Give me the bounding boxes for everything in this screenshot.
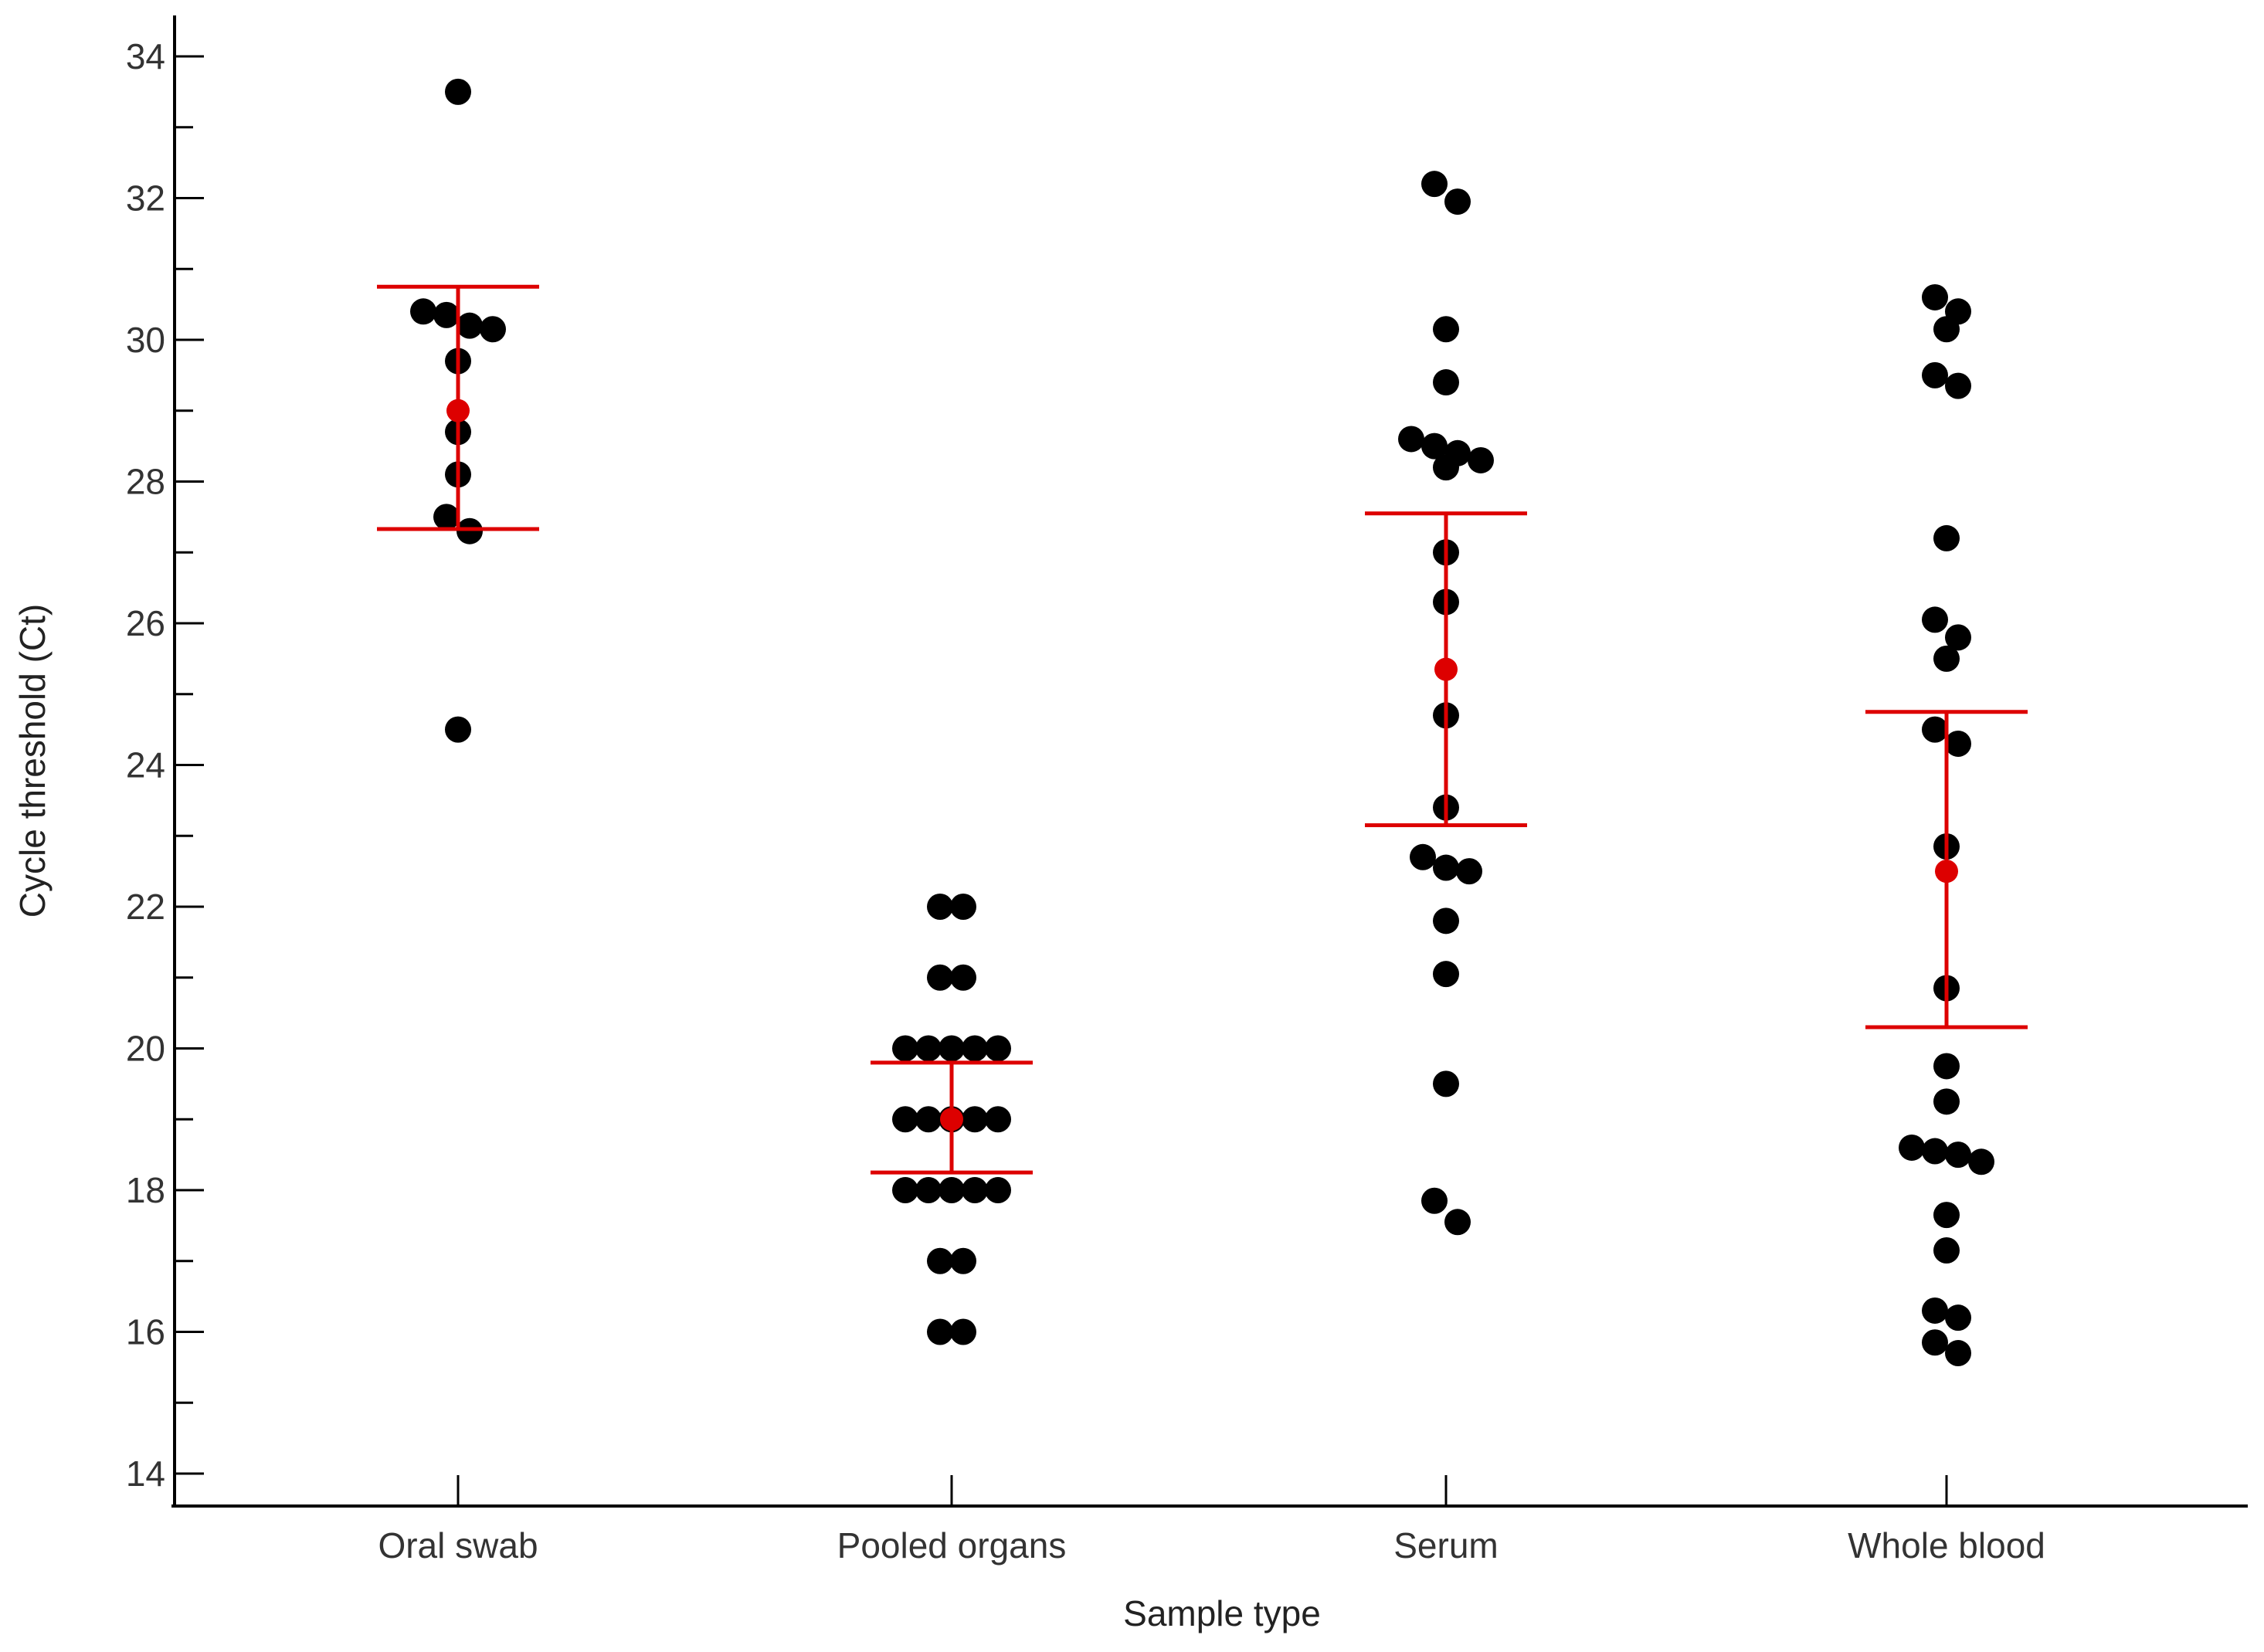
data-point (1433, 316, 1459, 343)
x-axis-title: Sample type (1123, 1593, 1321, 1633)
data-point (1433, 454, 1459, 481)
y-tick-label: 32 (126, 178, 165, 219)
data-point (915, 1177, 942, 1203)
data-point (1468, 446, 1494, 473)
data-point (927, 1247, 953, 1274)
data-points (410, 78, 1994, 1367)
data-point (1410, 843, 1436, 870)
x-ticks: Oral swab Pooled organs Serum Whole blood (378, 1475, 2045, 1565)
data-point (1922, 606, 1948, 633)
x-tick-label: Whole blood (1848, 1525, 2045, 1565)
y-tick-label: 26 (126, 603, 165, 643)
data-point (1922, 1329, 1948, 1356)
data-point (1933, 1202, 1960, 1229)
data-point (480, 316, 506, 343)
y-tick-label: 20 (126, 1029, 165, 1069)
data-point (433, 301, 460, 328)
y-tick-label: 22 (126, 887, 165, 927)
data-point (1421, 1187, 1448, 1214)
data-point (950, 1247, 976, 1274)
y-tick-label: 14 (126, 1454, 165, 1494)
data-point (962, 1177, 988, 1203)
data-point (1933, 1236, 1960, 1264)
data-point (1433, 907, 1459, 935)
data-point (1899, 1134, 1925, 1161)
data-point (892, 1035, 918, 1062)
data-point (1945, 372, 1971, 399)
mean-marker (1935, 860, 1958, 884)
data-point (1433, 1070, 1459, 1097)
data-point (1444, 1209, 1471, 1236)
data-point (1945, 624, 1971, 651)
data-point (1922, 283, 1948, 310)
data-point (457, 517, 483, 544)
y-tick-label: 30 (126, 320, 165, 360)
x-tick-label: Pooled organs (837, 1525, 1067, 1565)
y-tick-label: 34 (126, 36, 165, 76)
data-point (939, 1035, 965, 1062)
y-tick-label: 18 (126, 1170, 165, 1210)
data-point (1421, 433, 1448, 460)
data-point (892, 1177, 918, 1203)
data-point (939, 1177, 965, 1203)
data-point (1922, 1138, 1948, 1165)
y-tick-label: 24 (126, 745, 165, 785)
y-axis-title: Cycle threshold (Ct) (12, 604, 53, 918)
data-point (1444, 188, 1471, 215)
summary-markers (377, 284, 2028, 1175)
data-point (985, 1035, 1011, 1062)
data-point (915, 1035, 942, 1062)
data-point (457, 312, 483, 339)
y-tick-label: 28 (126, 462, 165, 502)
data-point (962, 1035, 988, 1062)
data-point (915, 1106, 942, 1133)
data-point (927, 1318, 953, 1345)
mean-marker (940, 1108, 963, 1131)
data-point (1945, 1141, 1971, 1169)
data-point (1456, 858, 1482, 885)
data-point (1933, 1053, 1960, 1080)
data-point (892, 1106, 918, 1133)
data-point (950, 894, 976, 920)
data-point (950, 1318, 976, 1345)
y-tick-label: 16 (126, 1312, 165, 1352)
data-point (1433, 854, 1459, 881)
mean-marker (1434, 657, 1458, 681)
data-point (927, 964, 953, 991)
data-point (1433, 369, 1459, 396)
mean-marker (446, 399, 470, 422)
data-point (1933, 316, 1960, 343)
data-point (1922, 716, 1948, 743)
data-point (985, 1177, 1011, 1203)
data-point (1945, 730, 1971, 757)
data-point (445, 78, 471, 105)
x-tick-label: Oral swab (378, 1525, 538, 1565)
data-point (433, 504, 460, 531)
x-tick-label: Serum (1393, 1525, 1498, 1565)
data-point (1945, 1340, 1971, 1367)
data-point (410, 298, 436, 325)
data-point (962, 1106, 988, 1133)
data-point (1968, 1148, 1994, 1175)
data-point (985, 1106, 1011, 1133)
data-point (1433, 961, 1459, 988)
data-point (1421, 171, 1448, 198)
data-point (1933, 524, 1960, 551)
data-point (1922, 361, 1948, 388)
data-point (950, 964, 976, 991)
y-ticks: 14 16 18 20 22 24 26 28 30 32 34 (126, 36, 204, 1494)
data-point (445, 716, 471, 743)
data-point (1922, 1297, 1948, 1324)
data-point (927, 894, 953, 920)
data-point (1933, 645, 1960, 672)
data-point (1398, 426, 1424, 453)
axes (171, 15, 2248, 1508)
data-point (1945, 1304, 1971, 1331)
data-point (1933, 1088, 1960, 1115)
